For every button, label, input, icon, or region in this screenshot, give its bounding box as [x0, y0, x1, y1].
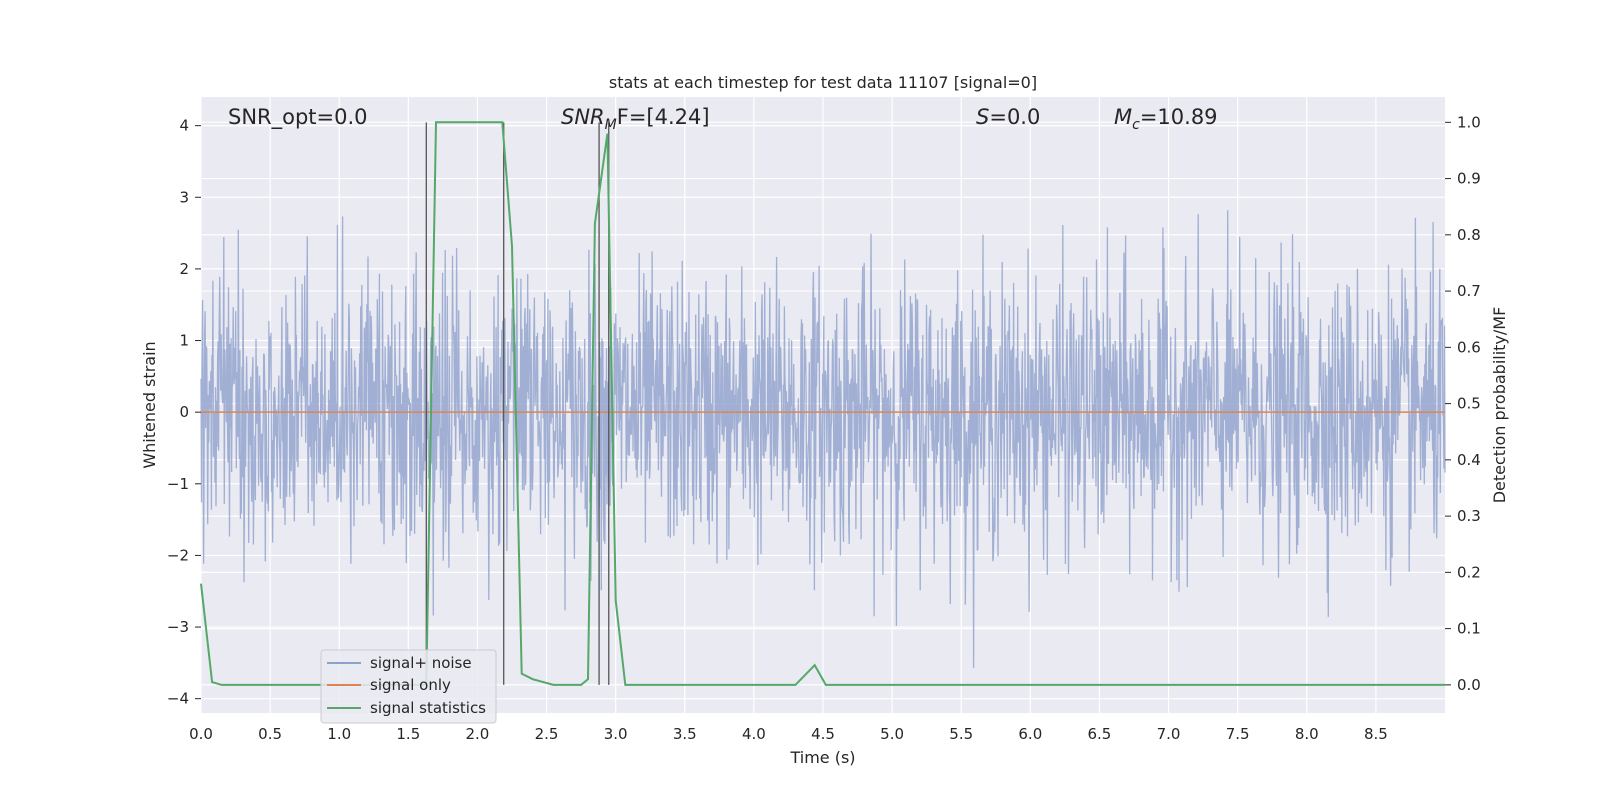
x-tick-label: 5.5 — [949, 725, 973, 743]
y-tick-label-right: 0.5 — [1457, 395, 1481, 413]
annotation-s-rest: =0.0 — [989, 105, 1040, 129]
chart-title: stats at each timestep for test data 111… — [609, 73, 1037, 92]
y-axis-label: Whitened strain — [140, 341, 159, 468]
y-ticks-left: 4 3 2 1 0 −1 −2 −3 −4 — [167, 117, 201, 708]
annotation-snr-mf-main: SNR — [561, 105, 605, 129]
x-axis-label: Time (s) — [789, 748, 855, 767]
x-tick-label: 2.5 — [535, 725, 559, 743]
annotation-snr-mf-sub: M — [605, 117, 617, 133]
y-tick-label-right: 0.2 — [1457, 563, 1481, 581]
legend-label-signal-plus-noise: signal+ noise — [370, 654, 472, 672]
x-tick-label: 4.0 — [742, 725, 766, 743]
x-tick-label: 7.5 — [1226, 725, 1250, 743]
x-tick-label: 5.0 — [880, 725, 904, 743]
y-tick-label-right: 1.0 — [1457, 113, 1481, 131]
y-tick-label: −2 — [167, 546, 189, 564]
legend: signal+ noise signal only signal statist… — [320, 649, 497, 724]
x-tick-label: 6.0 — [1018, 725, 1042, 743]
x-tick-label: 7.0 — [1157, 725, 1181, 743]
y-tick-label: −3 — [167, 618, 189, 636]
annotation-mc: Mc=10.89 — [1114, 105, 1218, 133]
x-tick-label: 8.0 — [1295, 725, 1319, 743]
annotation-s-main: S — [976, 105, 989, 129]
y-tick-label: 4 — [179, 117, 189, 135]
y-tick-label-right: 0.8 — [1457, 226, 1481, 244]
annotation-mc-rest: =10.89 — [1140, 105, 1218, 129]
x-tick-label: 1.0 — [327, 725, 351, 743]
legend-box — [320, 649, 497, 724]
y-ticks-right: 1.0 0.9 0.8 0.7 0.6 0.5 0.4 0.3 0.2 0.1 0.0 — [1445, 113, 1481, 694]
y-tick-label: 2 — [179, 260, 189, 278]
y-tick-label-right: 0.0 — [1457, 676, 1481, 694]
x-tick-label: 1.5 — [396, 725, 420, 743]
x-tick-label: 4.5 — [811, 725, 835, 743]
y-tick-label-right: 0.3 — [1457, 507, 1481, 525]
annotation-snr-opt: SNR_opt=0.0 — [228, 105, 368, 130]
series-signal-plus-noise — [200, 210, 1446, 669]
y-axis-label-right: Detection probability/MF — [1490, 307, 1509, 504]
x-ticks: 0.0 0.5 1.0 1.5 2.0 2.5 3.0 3.5 4.0 4.5 5.0 5.5 6.0 6… — [189, 725, 1388, 743]
x-tick-label: 2.0 — [466, 725, 490, 743]
vertical-markers — [425, 122, 610, 685]
x-tick-label: 6.5 — [1088, 725, 1112, 743]
y-tick-label-right: 0.7 — [1457, 282, 1481, 300]
y-tick-label: 0 — [179, 403, 189, 421]
y-tick-label: 3 — [179, 188, 189, 206]
y-tick-label-right: 0.9 — [1457, 170, 1481, 188]
legend-label-signal-statistics: signal statistics — [370, 699, 486, 717]
annotation-mc-sub: c — [1132, 117, 1140, 133]
legend-label-signal-only: signal only — [370, 676, 451, 694]
x-tick-label: 0.5 — [258, 725, 282, 743]
y-tick-label-right: 0.6 — [1457, 338, 1481, 356]
y-tick-label: 1 — [179, 332, 189, 350]
annotation-mc-main: M — [1114, 105, 1132, 129]
x-tick-label: 8.5 — [1364, 725, 1388, 743]
x-tick-label: 3.0 — [604, 725, 628, 743]
y-tick-label: −4 — [167, 690, 189, 708]
line-signal-plus-noise — [200, 210, 1446, 669]
annotation-s: S=0.0 — [976, 105, 1040, 129]
y-tick-label: −1 — [167, 475, 189, 493]
y-tick-label-right: 0.4 — [1457, 451, 1481, 469]
x-tick-label: 3.5 — [673, 725, 697, 743]
x-tick-label: 0.0 — [189, 725, 213, 743]
annotation-snr-mf-rest: F=[4.24] — [617, 105, 710, 129]
y-tick-label-right: 0.1 — [1457, 620, 1481, 638]
annotation-snr-mf: SNRMF=[4.24] — [561, 105, 710, 133]
